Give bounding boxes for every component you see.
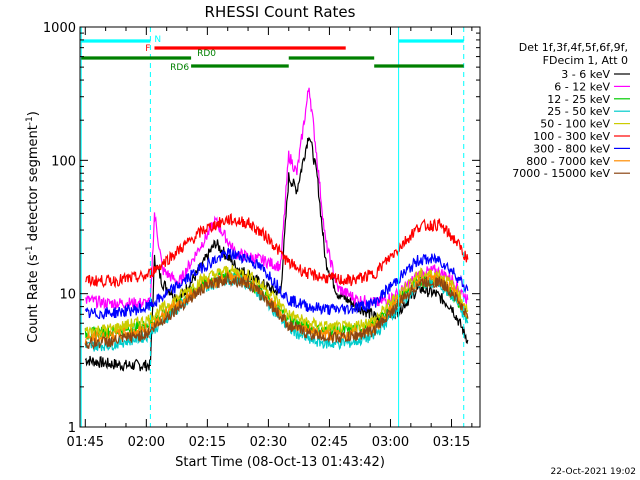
- y-tick-label: 1: [68, 421, 76, 436]
- x-tick-label: 02:00: [128, 435, 165, 450]
- y-tick-label: 10: [59, 288, 76, 303]
- series-line-9: [84, 271, 469, 350]
- vertical-lines: [80, 27, 465, 427]
- y-axis-label: Count Rate (s-1 detector segment-1): [25, 111, 41, 343]
- x-tick-label: 03:15: [433, 435, 470, 450]
- legend-label-7: 300 - 800 keV: [533, 142, 610, 155]
- series-layer: [84, 87, 469, 372]
- y-tick-label: 1000: [43, 21, 76, 36]
- state-bar-label-rd6: RD6: [170, 63, 189, 73]
- state-bar-label-n: N: [154, 35, 161, 45]
- legend-label-8: 800 - 7000 keV: [526, 155, 610, 168]
- state-bars: NF RD0 RD6: [81, 35, 464, 73]
- legend-label-3: 12 - 25 keV: [547, 93, 610, 106]
- legend-header-line-1: Det 1f,3f,4f,5f,6f,9f,: [519, 41, 628, 54]
- legend-label-5: 50 - 100 keV: [540, 118, 610, 131]
- series-line-7: [84, 247, 469, 320]
- legend: Det 1f,3f,4f,5f,6f,9f, FDecim 1, Att 0 3…: [512, 41, 630, 180]
- x-tick-label: 03:00: [372, 435, 409, 450]
- state-bar-label-rd0: RD0: [197, 49, 216, 59]
- x-axis-ticks: 01:45 02:00 02:15 02:30 02:45 03:00 03:15: [67, 27, 473, 450]
- legend-label-4: 25 - 50 keV: [547, 105, 610, 118]
- x-tick-label: 02:30: [250, 435, 287, 450]
- state-bar-label-f: F: [145, 44, 150, 54]
- legend-label-9: 7000 - 15000 keV: [512, 167, 610, 180]
- x-tick-label: 01:45: [67, 435, 104, 450]
- legend-label-2: 6 - 12 keV: [554, 80, 610, 93]
- chart-title: RHESSI Count Rates: [205, 3, 356, 21]
- y-tick-label: 100: [51, 154, 76, 169]
- plot-frame: [79, 26, 481, 428]
- legend-label-1: 3 - 6 keV: [561, 68, 610, 81]
- series-line-5: [84, 265, 469, 337]
- footer-date: 22-Oct-2021 19:02: [551, 467, 636, 477]
- legend-header-line-2: FDecim 1, Att 0: [543, 54, 628, 67]
- legend-label-6: 100 - 300 keV: [533, 130, 610, 143]
- series-line-6: [85, 212, 469, 289]
- y-axis-ticks: 1 10 100 1000: [43, 21, 480, 436]
- x-tick-label: 02:15: [189, 435, 226, 450]
- series-line-2: [85, 87, 469, 310]
- x-tick-label: 02:45: [311, 435, 348, 450]
- x-axis-label: Start Time (08-Oct-13 01:43:42): [175, 455, 385, 470]
